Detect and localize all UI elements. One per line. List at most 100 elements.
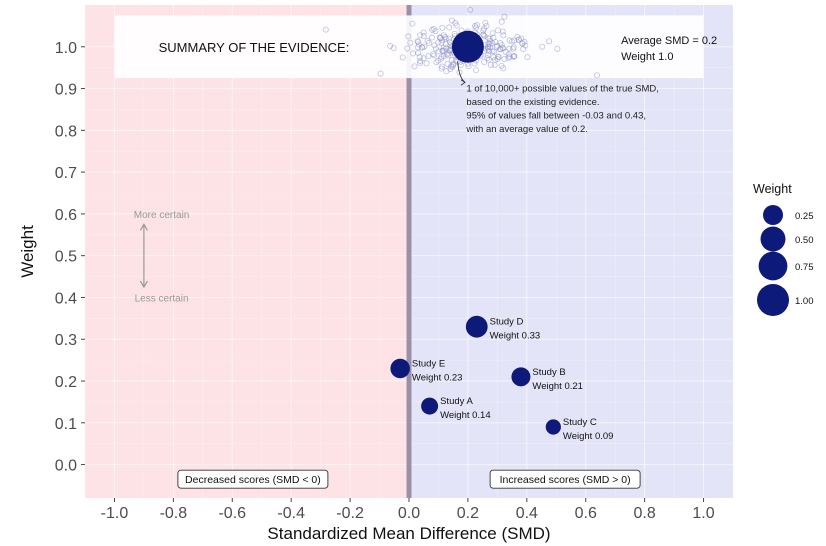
- possible-value-dot: [433, 59, 440, 66]
- possible-value-dot: [510, 44, 517, 51]
- study-weight-label: Weight 0.14: [440, 410, 491, 421]
- possible-value-dot: [430, 25, 437, 32]
- possible-value-dot: [487, 61, 494, 68]
- y-tick-label: 0.5: [55, 249, 77, 266]
- possible-value-dot: [539, 43, 546, 50]
- certainty-arrowhead-up: [139, 223, 148, 231]
- possible-value-dot: [499, 44, 506, 51]
- possible-value-dot: [465, 63, 472, 70]
- possible-value-dot: [439, 37, 446, 44]
- study-name-label: Study C: [563, 417, 597, 428]
- study-point: [421, 397, 439, 415]
- legend-swatch: [760, 226, 786, 252]
- possible-value-dot: [515, 36, 522, 43]
- possible-value-dot: [509, 45, 516, 52]
- possible-value-dot: [399, 54, 406, 61]
- study-point: [390, 358, 410, 379]
- possible-value-dot: [421, 43, 428, 50]
- possible-value-dot: [498, 62, 505, 69]
- possible-value-dot: [524, 54, 531, 61]
- possible-value-dot: [483, 22, 490, 29]
- x-tick-label: -0.2: [336, 505, 364, 522]
- possible-value-dot: [446, 47, 453, 54]
- summary-label: SUMMARY OF THE EVIDENCE:: [159, 40, 350, 55]
- legend-layer: Weight 0.25 0.50 0.75 1.00: [753, 182, 814, 316]
- possible-value-dot: [416, 54, 423, 61]
- y-tick-label: 1.0: [55, 40, 77, 57]
- possible-value-dot: [452, 20, 459, 27]
- possible-value-dot: [423, 60, 430, 67]
- annotation-arrowhead: [460, 79, 466, 86]
- possible-value-dot: [484, 55, 491, 62]
- possible-value-dot: [439, 24, 446, 31]
- y-tick-label: 0.4: [55, 290, 77, 307]
- less-certain-label: Less certain: [135, 293, 189, 304]
- study-weight-label: Weight 0.23: [412, 372, 463, 383]
- possible-value-dot: [405, 33, 412, 40]
- possible-value-dot: [438, 65, 445, 72]
- possible-value-dot: [420, 55, 427, 62]
- possible-value-dot: [420, 33, 427, 40]
- possible-value-dot: [480, 31, 487, 38]
- possible-value-dot: [417, 59, 424, 66]
- x-tick-label: 0.6: [575, 505, 597, 522]
- possible-value-dot: [494, 55, 501, 62]
- possible-value-dot: [443, 51, 450, 58]
- possible-value-dot: [449, 63, 456, 70]
- possible-value-dot: [594, 72, 601, 79]
- y-tick-label: 0.9: [55, 82, 77, 99]
- possible-value-dot: [322, 26, 329, 33]
- possible-value-dot: [521, 38, 528, 45]
- possible-value-dot: [431, 42, 438, 49]
- possible-value-dot: [493, 44, 500, 51]
- summary-point: [451, 30, 484, 63]
- possible-value-dot: [472, 22, 479, 29]
- legend-item-label: 0.25: [795, 211, 814, 222]
- x-tick-label: -0.4: [277, 505, 305, 522]
- positive-region: [409, 5, 733, 498]
- possible-value-dot: [546, 38, 553, 45]
- possible-value-dot: [404, 45, 411, 52]
- axis-layer: -1.0 -0.8 -0.6 -0.4 -0.2 0.0 0.2 0.4 0.6 0.8 1.0 0.…: [18, 40, 715, 543]
- possible-value-dot: [446, 24, 453, 31]
- annotation-line: with an average value of 0.2.: [465, 124, 587, 135]
- legend-swatch: [763, 205, 783, 225]
- y-tick-label: 0.2: [55, 374, 77, 391]
- possible-value-dot: [501, 56, 508, 63]
- possible-value-dot: [500, 32, 507, 39]
- possible-value-dot: [502, 48, 509, 55]
- annotation-line: based on the existing evidence.: [466, 97, 599, 108]
- x-axis-label: Standardized Mean Difference (SMD): [267, 524, 550, 543]
- possible-value-dot: [486, 37, 493, 44]
- certainty-arrowhead-down: [139, 280, 148, 289]
- negative-region-box: [177, 469, 329, 489]
- positive-region-label: Increased scores (SMD > 0): [500, 474, 631, 486]
- possible-value-dot: [489, 48, 496, 55]
- study-point: [511, 367, 531, 387]
- study-name-label: Study B: [532, 367, 565, 378]
- x-tick-label: 0.0: [398, 505, 420, 522]
- possible-value-dot: [445, 35, 452, 42]
- study-weight-label: Weight 0.33: [490, 331, 541, 342]
- x-tick-label: 0.8: [634, 505, 656, 522]
- study-weight-label: Weight 0.21: [532, 381, 583, 392]
- annotation-line: 1 of 10,000+ possible values of the true…: [466, 83, 659, 94]
- possible-value-dot: [473, 67, 480, 74]
- possible-value-dot: [509, 38, 516, 45]
- study-name-label: Study A: [440, 396, 473, 407]
- possible-value-dot: [417, 32, 424, 39]
- possible-value-dot: [498, 18, 505, 25]
- possible-value-dot: [453, 57, 460, 64]
- possible-value-dot: [377, 70, 384, 77]
- study-point: [545, 419, 561, 435]
- possible-value-dot: [481, 33, 488, 40]
- possible-value-dot: [448, 56, 455, 63]
- annotation-layer: 1 of 10,000+ possible values of the true…: [134, 61, 659, 489]
- possible-value-dot: [485, 56, 492, 63]
- possible-value-dot: [489, 30, 496, 37]
- summary-weight-label: Weight 1.0: [621, 51, 673, 63]
- x-tick-label: -0.8: [160, 505, 188, 522]
- study-weight-label: Weight 0.09: [563, 431, 614, 442]
- x-tick-label: -0.6: [218, 505, 246, 522]
